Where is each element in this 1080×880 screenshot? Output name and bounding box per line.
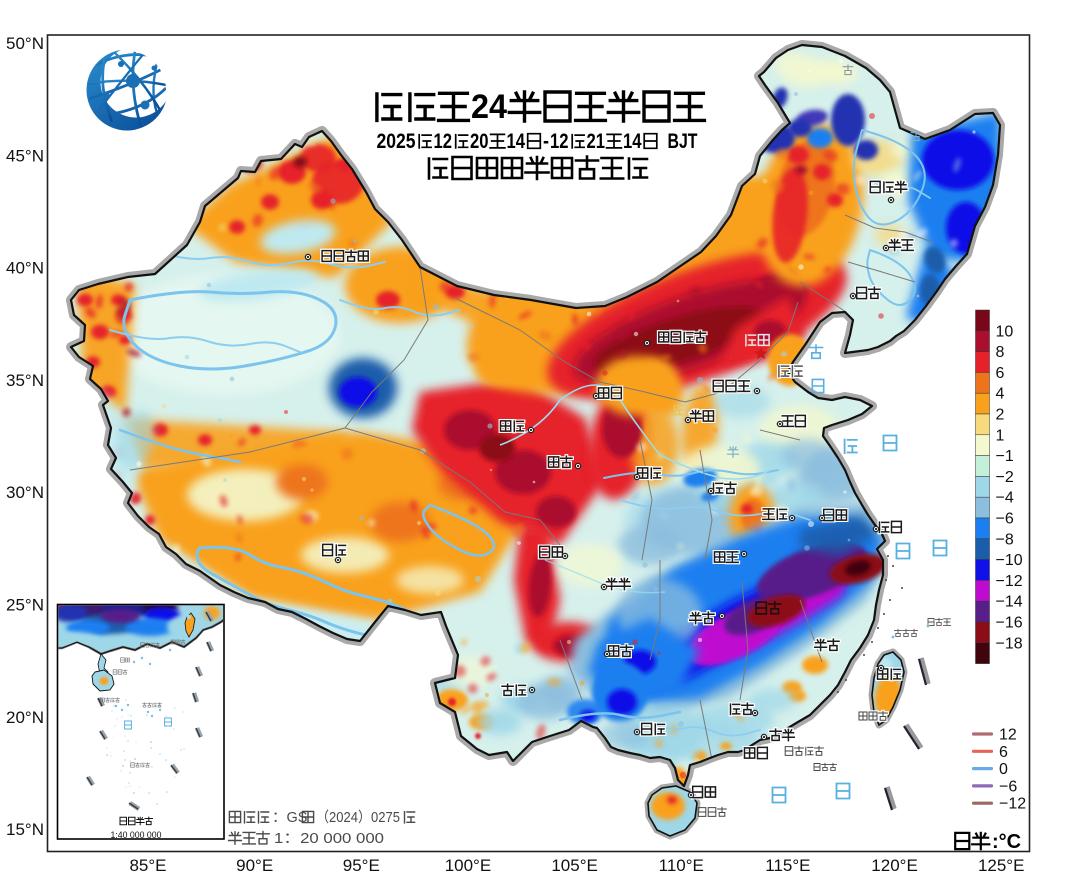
svg-text:110°E: 110°E	[659, 856, 704, 875]
svg-text:：GS: ：GS	[272, 810, 307, 826]
svg-text:2025: 2025	[377, 130, 416, 153]
svg-text:1: 1	[996, 427, 1005, 444]
svg-text:−4: −4	[996, 490, 1014, 507]
svg-text:85°E: 85°E	[129, 856, 166, 875]
svg-text:BJT: BJT	[668, 130, 698, 153]
svg-text:−18: −18	[996, 635, 1023, 652]
svg-text:−10: −10	[996, 552, 1023, 569]
svg-text:−1: −1	[996, 448, 1014, 465]
svg-text:10: 10	[996, 323, 1014, 340]
svg-text:−6: −6	[999, 778, 1017, 795]
svg-text:45°N: 45°N	[6, 146, 44, 165]
svg-text:30°N: 30°N	[6, 483, 44, 502]
svg-text:35°N: 35°N	[6, 371, 44, 390]
svg-text:14: 14	[507, 130, 526, 153]
svg-text:2: 2	[996, 407, 1005, 424]
svg-text:1:40 000 000: 1:40 000 000	[111, 830, 162, 841]
svg-text:0: 0	[999, 761, 1008, 778]
svg-text:14: 14	[623, 130, 642, 153]
svg-text:8: 8	[996, 344, 1005, 361]
svg-text:12: 12	[999, 727, 1017, 744]
svg-text:−12: −12	[999, 796, 1026, 813]
svg-text:−2: −2	[996, 469, 1014, 486]
svg-text:（2024）0275: （2024）0275	[316, 809, 400, 826]
svg-text::°C: :°C	[992, 831, 1021, 853]
svg-text:21: 21	[587, 130, 606, 153]
svg-text:40°N: 40°N	[6, 259, 44, 278]
svg-text:105°E: 105°E	[551, 856, 598, 875]
svg-text:100°E: 100°E	[445, 856, 492, 875]
svg-text:15°N: 15°N	[6, 820, 44, 839]
svg-text:6: 6	[999, 744, 1008, 761]
svg-text:−12: −12	[996, 573, 1023, 590]
svg-text:20°N: 20°N	[6, 708, 44, 727]
svg-text:−14: −14	[996, 594, 1023, 611]
svg-text:−16: −16	[996, 615, 1023, 632]
svg-text:25°N: 25°N	[6, 596, 44, 615]
svg-text:1：20 000 000: 1：20 000 000	[274, 831, 384, 847]
svg-text:-: -	[543, 130, 549, 153]
svg-text:6: 6	[996, 365, 1005, 382]
svg-text:115°E: 115°E	[765, 856, 810, 875]
svg-text:125°E: 125°E	[978, 856, 1025, 875]
svg-text:−6: −6	[996, 511, 1014, 528]
svg-text:12: 12	[434, 130, 453, 153]
svg-text:120°E: 120°E	[871, 856, 918, 875]
svg-text:−8: −8	[996, 531, 1014, 548]
svg-text:12: 12	[550, 130, 569, 153]
svg-text:95°E: 95°E	[343, 856, 380, 875]
svg-text:24: 24	[471, 88, 507, 126]
svg-text:4: 4	[996, 386, 1005, 403]
svg-text:20: 20	[470, 130, 489, 153]
svg-text:90°E: 90°E	[236, 856, 273, 875]
svg-text:50°N: 50°N	[6, 34, 44, 53]
